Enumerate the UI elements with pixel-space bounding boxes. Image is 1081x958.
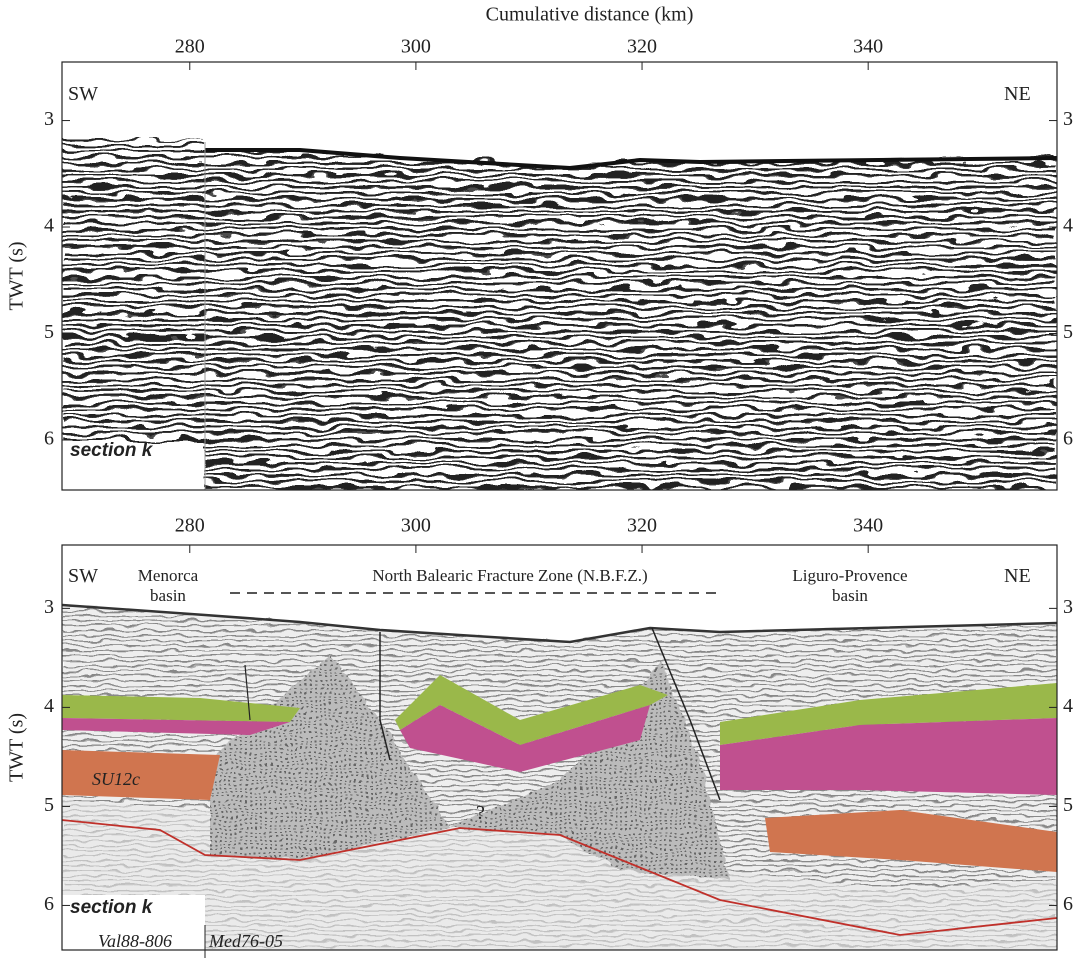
y-axis-title: TWT (s) <box>6 241 28 310</box>
x-tick-label: 340 <box>853 36 883 58</box>
x-tick-label: 300 <box>401 36 431 58</box>
y-tick-label: 4 <box>44 215 54 237</box>
x-tick-label: 280 <box>175 36 205 58</box>
y-tick-label: 5 <box>44 321 54 343</box>
y-tick-label: 5 <box>1063 321 1073 343</box>
y-tick-label: 3 <box>44 108 54 130</box>
y-tick-label: 6 <box>1063 893 1073 915</box>
x-tick-label: 340 <box>853 515 883 537</box>
y-tick-label: 6 <box>44 893 54 915</box>
y-tick-label: 4 <box>44 695 54 717</box>
x-tick-label: 300 <box>401 515 431 537</box>
annotation: section k <box>70 897 153 918</box>
x-tick-label: 280 <box>175 515 205 537</box>
seismic-top <box>62 137 1057 490</box>
annotation: Val88-806 <box>98 931 172 951</box>
annotation: SW <box>68 565 98 587</box>
annotation: SU12c <box>92 769 140 789</box>
seismic-bottom <box>62 592 1057 950</box>
frame-top <box>61 61 1058 491</box>
y-tick-label: 3 <box>44 596 54 618</box>
y-tick-label: 6 <box>1063 428 1073 450</box>
annotation: NE <box>1004 83 1031 105</box>
annotation: North Balearic Fracture Zone (N.B.F.Z.) <box>372 566 648 585</box>
y-tick-label: 5 <box>1063 794 1073 816</box>
y-tick-label: 6 <box>44 428 54 450</box>
y-tick-label: 3 <box>1063 596 1073 618</box>
x-tick-label: 320 <box>627 36 657 58</box>
y-tick-label: 3 <box>1063 108 1073 130</box>
y-axis-title: TWT (s) <box>6 713 28 782</box>
annotation: section k <box>70 440 153 461</box>
x-tick-label: 320 <box>627 515 657 537</box>
frame-bottom <box>61 544 1058 951</box>
x-axis-title: Cumulative distance (km) <box>486 4 694 26</box>
y-tick-label: 5 <box>44 794 54 816</box>
annotation: ? <box>476 802 485 824</box>
annotation: Menorca basin <box>137 566 199 605</box>
annotation: Med76-05 <box>209 931 283 951</box>
y-tick-label: 4 <box>1063 695 1073 717</box>
annotation: SW <box>68 83 98 105</box>
y-tick-label: 4 <box>1063 215 1073 237</box>
annotation: Liguro-Provence basin <box>792 566 908 605</box>
annotation: NE <box>1004 565 1031 587</box>
